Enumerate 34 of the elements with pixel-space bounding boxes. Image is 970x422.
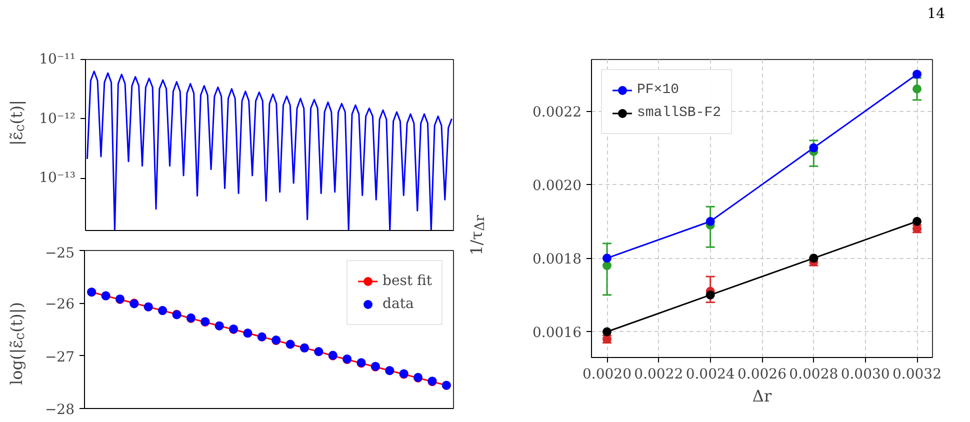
point	[912, 84, 922, 94]
legend-label: smallSB-F2	[637, 105, 722, 121]
point	[706, 290, 715, 300]
x-tick-label: 0.0026	[738, 366, 787, 382]
legend-label: data	[382, 296, 414, 312]
y-tick-label: 0.0020	[532, 178, 582, 194]
x-tick-label: 0.0024	[686, 366, 735, 382]
y-tick-label: 10⁻¹³	[39, 170, 76, 186]
point	[602, 261, 612, 270]
point	[912, 216, 922, 226]
point	[602, 327, 612, 336]
legend-label: best fit	[382, 273, 432, 289]
y-tick-label: −25	[44, 246, 74, 262]
x-axis-title: Δr	[752, 386, 772, 406]
y-tick-label: 10⁻¹²	[39, 110, 76, 127]
x-tick-label: 0.0020	[582, 366, 632, 382]
y-tick-label: 0.0018	[532, 252, 582, 268]
y-tick-label: −26	[44, 296, 75, 313]
point	[706, 216, 715, 226]
point	[912, 70, 922, 79]
point	[809, 143, 818, 152]
x-tick-label: 0.0032	[892, 366, 942, 382]
x-tick-label: 0.0022	[634, 366, 684, 382]
y-tick-label: 0.0016	[532, 325, 582, 342]
x-tick-label: 0.0028	[789, 366, 838, 382]
x-tick-label: 0.0030	[840, 366, 890, 382]
y-tick-label: −27	[44, 349, 74, 366]
point	[809, 254, 818, 263]
point	[602, 254, 612, 263]
text: 14	[927, 5, 945, 24]
y-tick-label: 10⁻¹¹	[39, 52, 76, 68]
y-tick-label: −28	[44, 402, 74, 418]
legend-label: PF×10	[637, 82, 680, 98]
y-tick-label: 0.0022	[532, 104, 582, 121]
